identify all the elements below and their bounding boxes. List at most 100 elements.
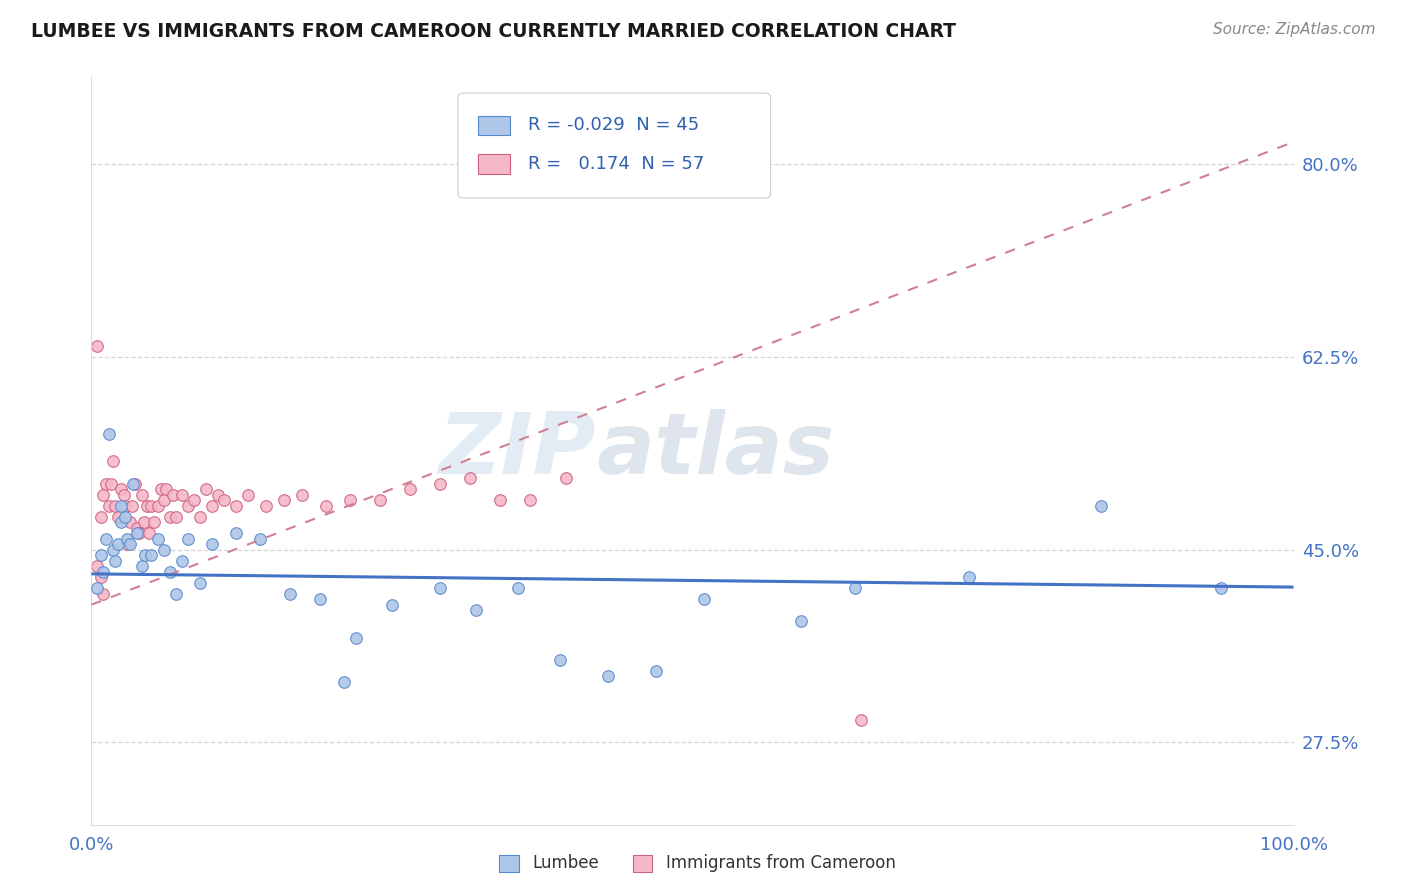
Point: [212, 493, 235, 508]
Point: [645, 664, 668, 678]
Point: [90, 548, 112, 562]
Point: [118, 515, 141, 529]
Point: [188, 509, 211, 524]
Point: [114, 499, 136, 513]
Point: [128, 526, 150, 541]
Point: [118, 537, 141, 551]
Point: [508, 581, 530, 595]
Point: [278, 587, 301, 601]
Point: [159, 509, 181, 524]
Point: [124, 476, 146, 491]
Text: atlas: atlas: [596, 409, 834, 492]
Point: [381, 598, 404, 612]
Point: [201, 537, 224, 551]
Point: [86, 339, 108, 353]
Point: [114, 509, 136, 524]
Point: [170, 554, 193, 568]
Point: [429, 476, 451, 491]
Point: [598, 669, 620, 683]
Point: [844, 581, 866, 595]
Point: [429, 581, 451, 595]
Point: [90, 570, 112, 584]
Text: Lumbee: Lumbee: [533, 855, 599, 872]
Point: [368, 493, 391, 508]
Point: [176, 499, 198, 513]
Point: [308, 592, 330, 607]
Point: [93, 587, 115, 601]
Point: [315, 499, 337, 513]
Point: [94, 532, 117, 546]
Point: [101, 542, 124, 557]
Point: [135, 499, 157, 513]
Point: [101, 454, 124, 468]
Point: [1211, 581, 1233, 595]
Point: [131, 487, 153, 501]
FancyBboxPatch shape: [478, 154, 510, 174]
Point: [94, 476, 117, 491]
Point: [465, 603, 488, 617]
Text: Source: ZipAtlas.com: Source: ZipAtlas.com: [1212, 22, 1375, 37]
Point: [107, 537, 129, 551]
Point: [170, 487, 193, 501]
Point: [236, 487, 259, 501]
Point: [155, 482, 177, 496]
Text: ZIP: ZIP: [439, 409, 596, 492]
Point: [519, 493, 541, 508]
Point: [150, 482, 173, 496]
Point: [131, 559, 153, 574]
Point: [146, 532, 169, 546]
Point: [548, 653, 571, 667]
FancyBboxPatch shape: [478, 116, 510, 135]
Point: [146, 499, 169, 513]
Point: [162, 487, 184, 501]
Point: [125, 526, 148, 541]
Point: [693, 592, 716, 607]
Point: [957, 570, 980, 584]
Point: [104, 554, 127, 568]
Point: [125, 520, 148, 534]
Text: R = -0.029  N = 45: R = -0.029 N = 45: [527, 116, 699, 135]
Point: [225, 499, 247, 513]
Point: [141, 499, 163, 513]
Point: [152, 493, 174, 508]
Text: Immigrants from Cameroon: Immigrants from Cameroon: [666, 855, 896, 872]
Point: [98, 426, 121, 441]
Point: [110, 499, 132, 513]
Point: [93, 565, 115, 579]
Point: [90, 509, 112, 524]
Point: [98, 499, 121, 513]
Point: [117, 532, 139, 546]
Point: [117, 537, 139, 551]
Point: [183, 493, 205, 508]
Point: [555, 471, 578, 485]
Point: [458, 471, 481, 485]
Point: [344, 631, 367, 645]
Point: [100, 476, 122, 491]
FancyBboxPatch shape: [458, 93, 770, 198]
Point: [194, 482, 217, 496]
Point: [159, 565, 181, 579]
Point: [122, 476, 145, 491]
Point: [789, 614, 811, 628]
Point: [134, 515, 156, 529]
Point: [110, 515, 132, 529]
Point: [121, 499, 143, 513]
Point: [86, 559, 108, 574]
Point: [207, 487, 229, 501]
Point: [273, 493, 295, 508]
Point: [141, 548, 163, 562]
Point: [112, 487, 135, 501]
Point: [333, 674, 356, 689]
Point: [201, 499, 224, 513]
Point: [849, 714, 872, 728]
Point: [165, 509, 187, 524]
Point: [176, 532, 198, 546]
Point: [104, 499, 127, 513]
Text: R =   0.174  N = 57: R = 0.174 N = 57: [527, 155, 704, 173]
Point: [291, 487, 314, 501]
Point: [254, 499, 277, 513]
Point: [107, 509, 129, 524]
Point: [489, 493, 512, 508]
Point: [138, 526, 160, 541]
Point: [152, 542, 174, 557]
